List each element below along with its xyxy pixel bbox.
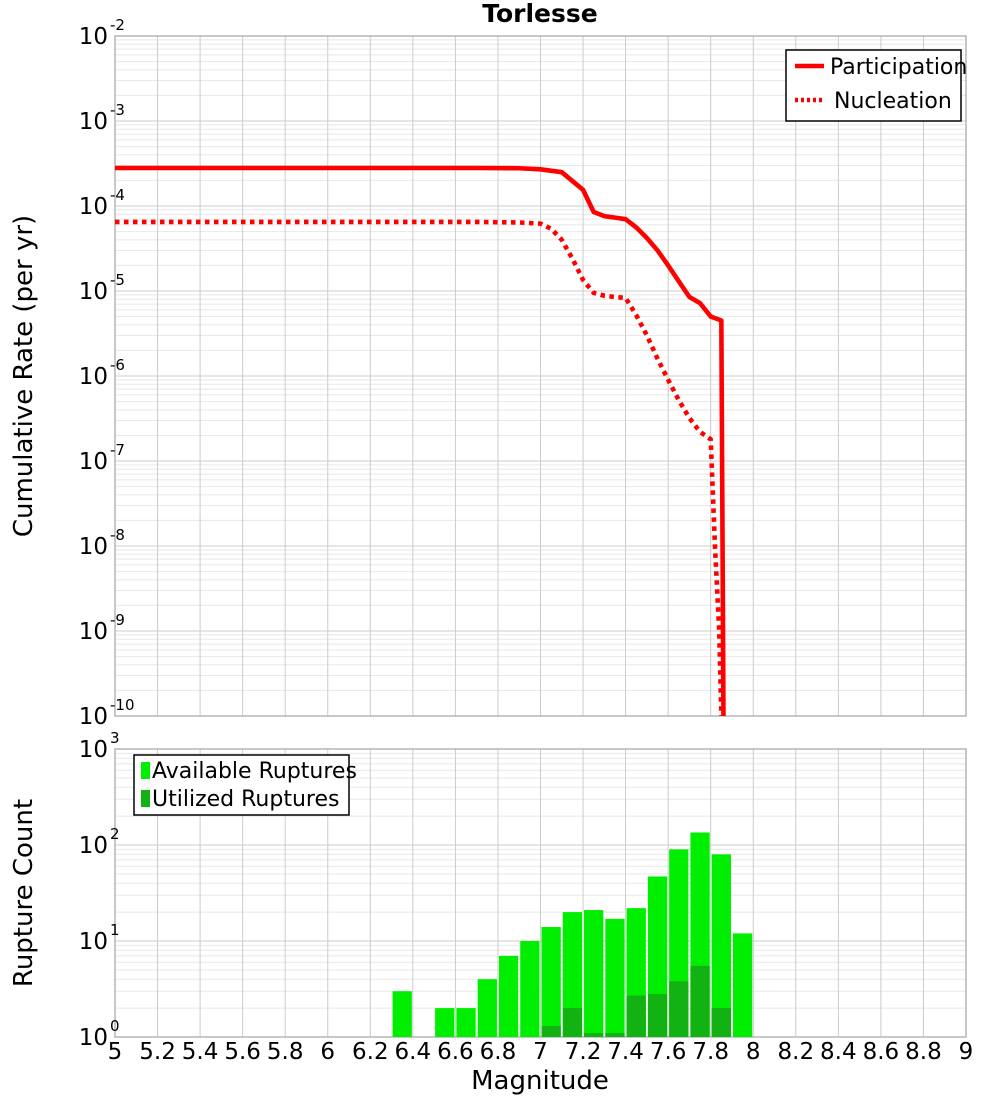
series-line-nucleation — [115, 219, 724, 717]
top-y-tick-3: 10 — [79, 279, 108, 305]
top-y-tick-5-exponent: -7 — [110, 441, 125, 459]
top-y-tick-8-exponent: -10 — [110, 696, 135, 714]
x-tick-5.2: 5.2 — [139, 1039, 176, 1065]
bar-available-6.8 — [498, 955, 519, 1037]
bar-utilized-7.4 — [626, 995, 646, 1037]
top-legend-box — [785, 49, 962, 122]
x-tick-8: 8 — [746, 1039, 761, 1065]
x-tick-5.6: 5.6 — [224, 1039, 261, 1065]
bar-utilized-7.7 — [690, 965, 710, 1037]
legend-label-nucleation: Nucleation — [834, 89, 952, 114]
bottom-panel-y-axis-label: Rupture Count — [9, 799, 39, 987]
x-tick-7: 7 — [533, 1039, 548, 1065]
bottom-legend-box — [133, 754, 350, 816]
bar-utilized-7.6 — [669, 981, 689, 1037]
top-y-tick-1: 10 — [79, 109, 108, 135]
bar-available-7.8 — [711, 854, 731, 1037]
x-tick-8.4: 8.4 — [820, 1039, 857, 1065]
top-y-tick-1-exponent: -3 — [110, 101, 125, 119]
x-tick-6.6: 6.6 — [437, 1039, 474, 1065]
x-tick-6: 6 — [320, 1039, 335, 1065]
bottom-panel-bars — [392, 832, 753, 1037]
top-y-tick-5: 10 — [79, 449, 108, 475]
x-tick-6.2: 6.2 — [352, 1039, 389, 1065]
x-tick-7.4: 7.4 — [607, 1039, 644, 1065]
top-panel-gridlines — [114, 35, 967, 717]
bar-utilized-7 — [541, 1026, 561, 1037]
legend-label-available-ruptures: Available Ruptures — [152, 759, 357, 784]
x-tick-8.2: 8.2 — [778, 1039, 815, 1065]
top-panel-y-axis-label: Cumulative Rate (per yr) — [9, 215, 39, 537]
top-y-tick-3-exponent: -5 — [110, 271, 125, 289]
bar-utilized-7.3 — [605, 1033, 625, 1037]
top-y-tick-2-exponent: -4 — [110, 186, 125, 204]
x-tick-9: 9 — [959, 1039, 974, 1065]
top-y-tick-6: 10 — [79, 534, 108, 560]
bar-available-7.2 — [584, 910, 604, 1037]
top-y-tick-8: 10 — [79, 704, 108, 730]
series-line-participation — [115, 165, 726, 717]
bottom-y-tick-1-exponent: 2 — [110, 825, 120, 843]
x-tick-8.6: 8.6 — [863, 1039, 900, 1065]
x-tick-7.2: 7.2 — [565, 1039, 602, 1065]
top-y-tick-4: 10 — [79, 364, 108, 390]
bottom-y-tick-2-exponent: 1 — [110, 921, 120, 939]
top-y-tick-0-exponent: -2 — [110, 16, 125, 34]
legend-label-utilized-ruptures: Utilized Ruptures — [152, 787, 339, 812]
x-tick-7.8: 7.8 — [692, 1039, 729, 1065]
x-tick-6.8: 6.8 — [480, 1039, 517, 1065]
bar-available-6.7 — [477, 979, 497, 1037]
x-tick-5.8: 5.8 — [267, 1039, 304, 1065]
bar-utilized-7.2 — [584, 1033, 604, 1037]
top-y-tick-2: 10 — [79, 194, 108, 220]
bottom-panel-frame — [114, 748, 967, 1038]
top-panel: 10-210-310-410-510-610-710-810-910-10 Cu… — [9, 16, 967, 730]
bar-available-6.6 — [456, 1008, 476, 1037]
bar-utilized-7.5 — [647, 994, 668, 1037]
top-y-tick-0: 10 — [79, 24, 108, 50]
bar-available-7.9 — [732, 933, 753, 1037]
bottom-y-tick-3: 10 — [79, 1025, 108, 1051]
bar-available-7.1 — [562, 912, 583, 1037]
chart-title: Torlesse — [482, 0, 597, 28]
top-panel-y-tick-labels: 10-210-310-410-510-610-710-810-910-10 — [79, 16, 135, 730]
bottom-y-tick-3-exponent: 0 — [110, 1017, 120, 1035]
bottom-y-tick-0: 10 — [79, 737, 108, 763]
legend-swatch-utilized-ruptures-icon — [141, 790, 150, 807]
bar-available-7 — [541, 926, 561, 1037]
bottom-y-tick-2: 10 — [79, 929, 108, 955]
x-tick-5: 5 — [108, 1039, 123, 1065]
x-tick-6.4: 6.4 — [395, 1039, 432, 1065]
bar-available-7.3 — [605, 918, 625, 1037]
bottom-y-tick-1: 10 — [79, 833, 108, 859]
bar-utilized-7.1 — [562, 1008, 583, 1037]
x-tick-5.4: 5.4 — [182, 1039, 219, 1065]
top-y-tick-7: 10 — [79, 619, 108, 645]
bar-utilized-7.8 — [711, 1008, 731, 1037]
top-panel-frame — [114, 35, 967, 717]
top-y-tick-6-exponent: -8 — [110, 526, 125, 544]
legend-swatch-available-ruptures-icon — [141, 762, 150, 779]
bar-available-6.5 — [435, 1008, 455, 1037]
x-tick-8.8: 8.8 — [905, 1039, 942, 1065]
bottom-panel-legend[interactable]: Available Ruptures Utilized Ruptures — [133, 754, 357, 816]
bar-available-6.9 — [520, 941, 540, 1037]
top-panel-series — [115, 165, 726, 717]
top-y-tick-4-exponent: -6 — [110, 356, 125, 374]
top-panel-legend[interactable]: Participation Nucleation — [785, 49, 967, 122]
x-tick-7.6: 7.6 — [650, 1039, 687, 1065]
legend-label-participation: Participation — [830, 55, 967, 80]
top-y-tick-7-exponent: -9 — [110, 611, 125, 629]
x-axis-tick-labels: 5 5.2 5.4 5.6 5.8 6 6.2 6.4 6.6 6.8 7 7.2 7.4 7.6 7.8 8… — [108, 1039, 974, 1065]
bar-available-6.3 — [392, 991, 412, 1037]
bottom-y-tick-0-exponent: 3 — [110, 729, 120, 747]
x-axis-label: Magnitude — [471, 1066, 609, 1096]
